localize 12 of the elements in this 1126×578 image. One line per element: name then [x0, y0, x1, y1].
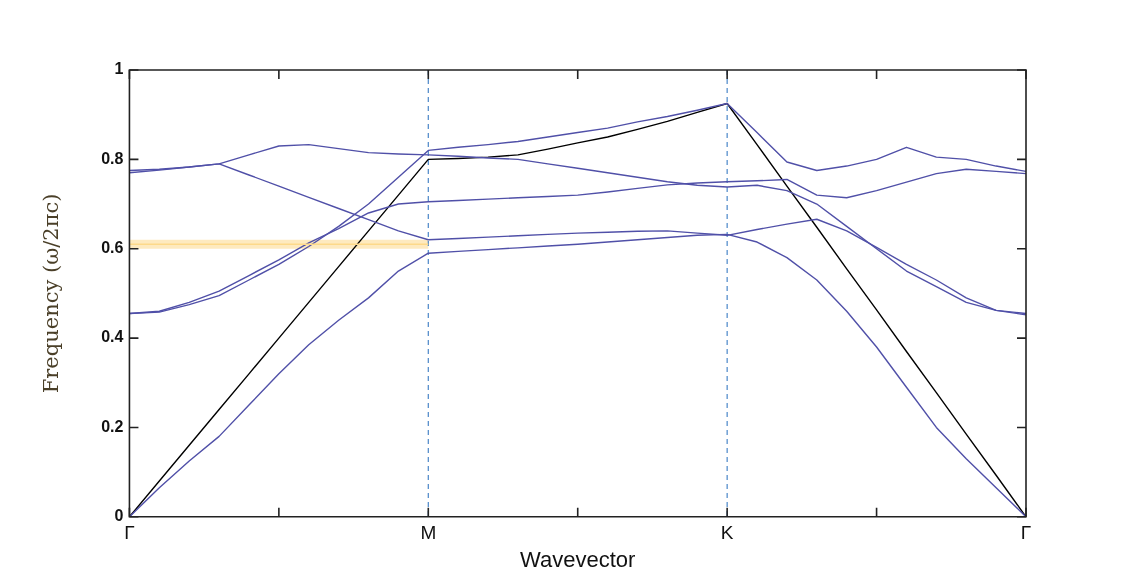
x-tick-label: Γ	[1020, 522, 1032, 544]
x-tick-label: K	[720, 522, 734, 544]
y-tick-label: 0.8	[101, 149, 124, 167]
y-tick-label: 0.4	[101, 328, 124, 346]
x-axis-title: Wavevector	[520, 546, 636, 572]
y-axis-title: Frequency (ω/2πc)	[39, 193, 64, 394]
y-tick-label: 1	[114, 60, 124, 78]
x-tick-label: M	[420, 522, 437, 544]
x-tick-label: Γ	[124, 522, 135, 544]
y-tick-label: 0.6	[101, 239, 124, 257]
y-tick-label: 0	[114, 507, 124, 525]
y-tick-label: 0.2	[101, 417, 124, 435]
